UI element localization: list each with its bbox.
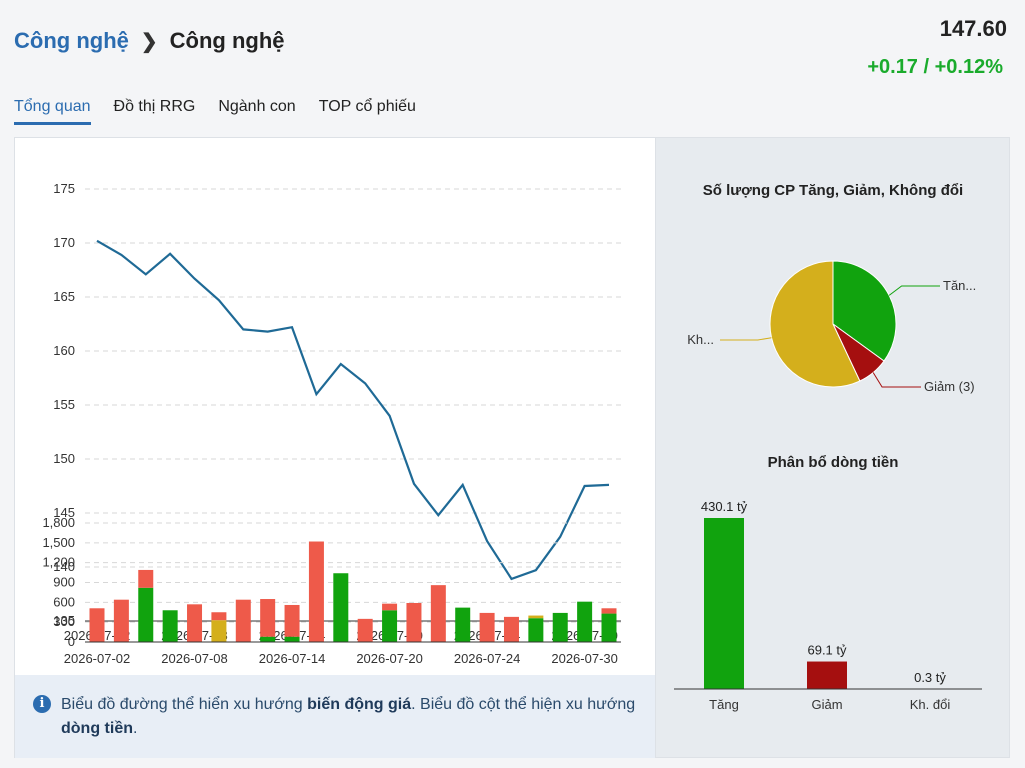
- flow-xtick-label: 2026-07-30: [551, 651, 618, 666]
- summary-charts: Số lượng CP Tăng, Giảm, Không đổi Tăn... G…: [674, 182, 982, 712]
- flow-bar-segment: [235, 599, 251, 642]
- flow-bar-segment: [211, 612, 227, 621]
- flow-bar-segment: [382, 603, 398, 611]
- flow-bar-segment: [528, 618, 544, 642]
- flow-summary-data-label: 430.1 tỷ: [701, 499, 748, 514]
- flow-bar-segment: [284, 636, 300, 642]
- chart-panel: 135 140 145 150 155 160 165 170 175 2026-07-02 202…: [14, 137, 656, 758]
- flow-bar-segment: [333, 573, 349, 642]
- flow-bar-segment: [455, 607, 471, 642]
- info-text-1: Biểu đồ đường thể hiển xu hướng: [61, 696, 308, 713]
- summary-panel: Số lượng CP Tăng, Giảm, Không đổi Tăn... G…: [655, 137, 1010, 758]
- tab-sub-industry[interactable]: Ngành con: [218, 98, 296, 115]
- price-ytick-label: 140: [53, 559, 75, 574]
- flow-ytick-label: 300: [53, 614, 75, 629]
- pie-slice: [832, 260, 897, 362]
- flow-bar-segment: [479, 612, 495, 642]
- flow-ytick-label: 1,500: [42, 535, 75, 550]
- price-ytick-label: 155: [53, 397, 75, 412]
- flow-summary-category-label: Kh. đổi: [910, 697, 951, 712]
- flow-bar-segment: [138, 569, 154, 588]
- flow-bar-segment: [138, 587, 154, 642]
- flow-xtick-label: 2026-07-08: [161, 651, 228, 666]
- info-note: i Biểu đồ đường thể hiển xu hướng biến đ…: [15, 675, 656, 758]
- info-bold-flow: dòng tiền: [61, 720, 133, 737]
- flow-bar-segment: [382, 610, 398, 642]
- flow-bar-segment: [601, 608, 617, 614]
- flow-ytick-label: 0: [68, 634, 75, 649]
- flow-ytick-label: 1,200: [42, 555, 75, 570]
- flow-summary-category-label: Giảm: [811, 697, 842, 712]
- page-header: Công nghệ ❯ Công nghệ 147.60 +0.17 / +0.…: [0, 0, 1025, 136]
- flow-summary-title: Phân bổ dòng tiền: [768, 454, 899, 471]
- flow-bar-segment: [162, 610, 178, 642]
- flow-bar-segment: [357, 618, 373, 642]
- tab-bar: Tổng quan Đồ thị RRG Ngành con TOP cổ ph…: [14, 98, 439, 125]
- flow-bar-segment: [260, 599, 276, 637]
- breadcrumb-parent-link[interactable]: Công nghệ: [14, 28, 129, 53]
- price-ytick-label: 165: [53, 289, 75, 304]
- pie-label: Kh...: [687, 332, 714, 347]
- info-bold-price: biến động giá: [307, 696, 412, 713]
- price-line: [96, 239, 610, 581]
- flow-summary-data-label: 69.1 tỷ: [807, 643, 847, 658]
- index-price: 147.60: [939, 16, 1007, 41]
- flow-xtick-label: 2026-07-02: [64, 651, 131, 666]
- flow-ytick-label: 600: [53, 594, 75, 609]
- pie-title: Số lượng CP Tăng, Giảm, Không đổi: [703, 182, 963, 199]
- flow-summary-category-label: Tăng: [709, 697, 739, 712]
- tab-rrg[interactable]: Đồ thị RRG: [113, 98, 196, 115]
- flow-summary-bar: [807, 661, 847, 689]
- flow-bar-segment: [89, 608, 105, 642]
- price-and-flow-charts: 135 140 145 150 155 160 165 170 175 2026-07-02 202…: [42, 181, 621, 666]
- flow-bar-segment: [577, 601, 593, 642]
- pie-label: Giảm (3): [924, 379, 975, 394]
- pie-slice: [769, 260, 861, 388]
- breadcrumb: Công nghệ ❯ Công nghệ: [14, 28, 285, 54]
- tab-top-stocks[interactable]: TOP cổ phiếu: [318, 98, 416, 115]
- pie-connector: [872, 372, 921, 388]
- flow-bar-segment: [430, 585, 446, 642]
- flow-bar-segment: [211, 620, 227, 642]
- flow-bar-segment: [503, 616, 519, 642]
- flow-bar-segment: [260, 636, 276, 642]
- flow-bar-segment: [528, 615, 544, 619]
- price-ytick-label: 160: [53, 343, 75, 358]
- flow-bar-segment: [284, 604, 300, 637]
- flow-bar-segment: [113, 599, 129, 642]
- price-ytick-label: 175: [53, 181, 75, 196]
- flow-bar-segment: [187, 604, 203, 642]
- flow-summary-data-label: 0.3 tỷ: [914, 670, 946, 685]
- flow-xtick-label: 2026-07-14: [259, 651, 326, 666]
- index-change: +0.17 / +0.12%: [867, 56, 1003, 78]
- flow-xtick-label: 2026-07-24: [454, 651, 521, 666]
- info-icon: i: [33, 695, 51, 713]
- pie-connector: [720, 337, 772, 341]
- flow-bar-segment: [601, 613, 617, 642]
- chevron-right-icon: ❯: [140, 30, 158, 53]
- pie-connector: [888, 285, 940, 296]
- price-ytick-label: 135: [53, 613, 75, 628]
- info-text-3: .: [132, 720, 138, 737]
- info-text-2: . Biểu đồ cột thể hiện xu hướng: [411, 696, 636, 713]
- price-ytick-label: 145: [53, 505, 75, 520]
- flow-xtick-label: 2026-07-20: [356, 651, 423, 666]
- flow-bar-segment: [308, 541, 324, 642]
- flow-summary-bar: [704, 518, 744, 689]
- page-title: Công nghệ: [169, 28, 285, 53]
- flow-bar-segment: [406, 602, 422, 642]
- pie-label: Tăn...: [943, 278, 976, 293]
- price-ytick-label: 170: [53, 235, 75, 250]
- flow-ytick-label: 900: [53, 575, 75, 590]
- flow-ytick-label: 1,800: [42, 515, 75, 530]
- price-ytick-label: 150: [53, 451, 75, 466]
- flow-bar-segment: [552, 612, 568, 642]
- tab-overview[interactable]: Tổng quan: [14, 98, 91, 125]
